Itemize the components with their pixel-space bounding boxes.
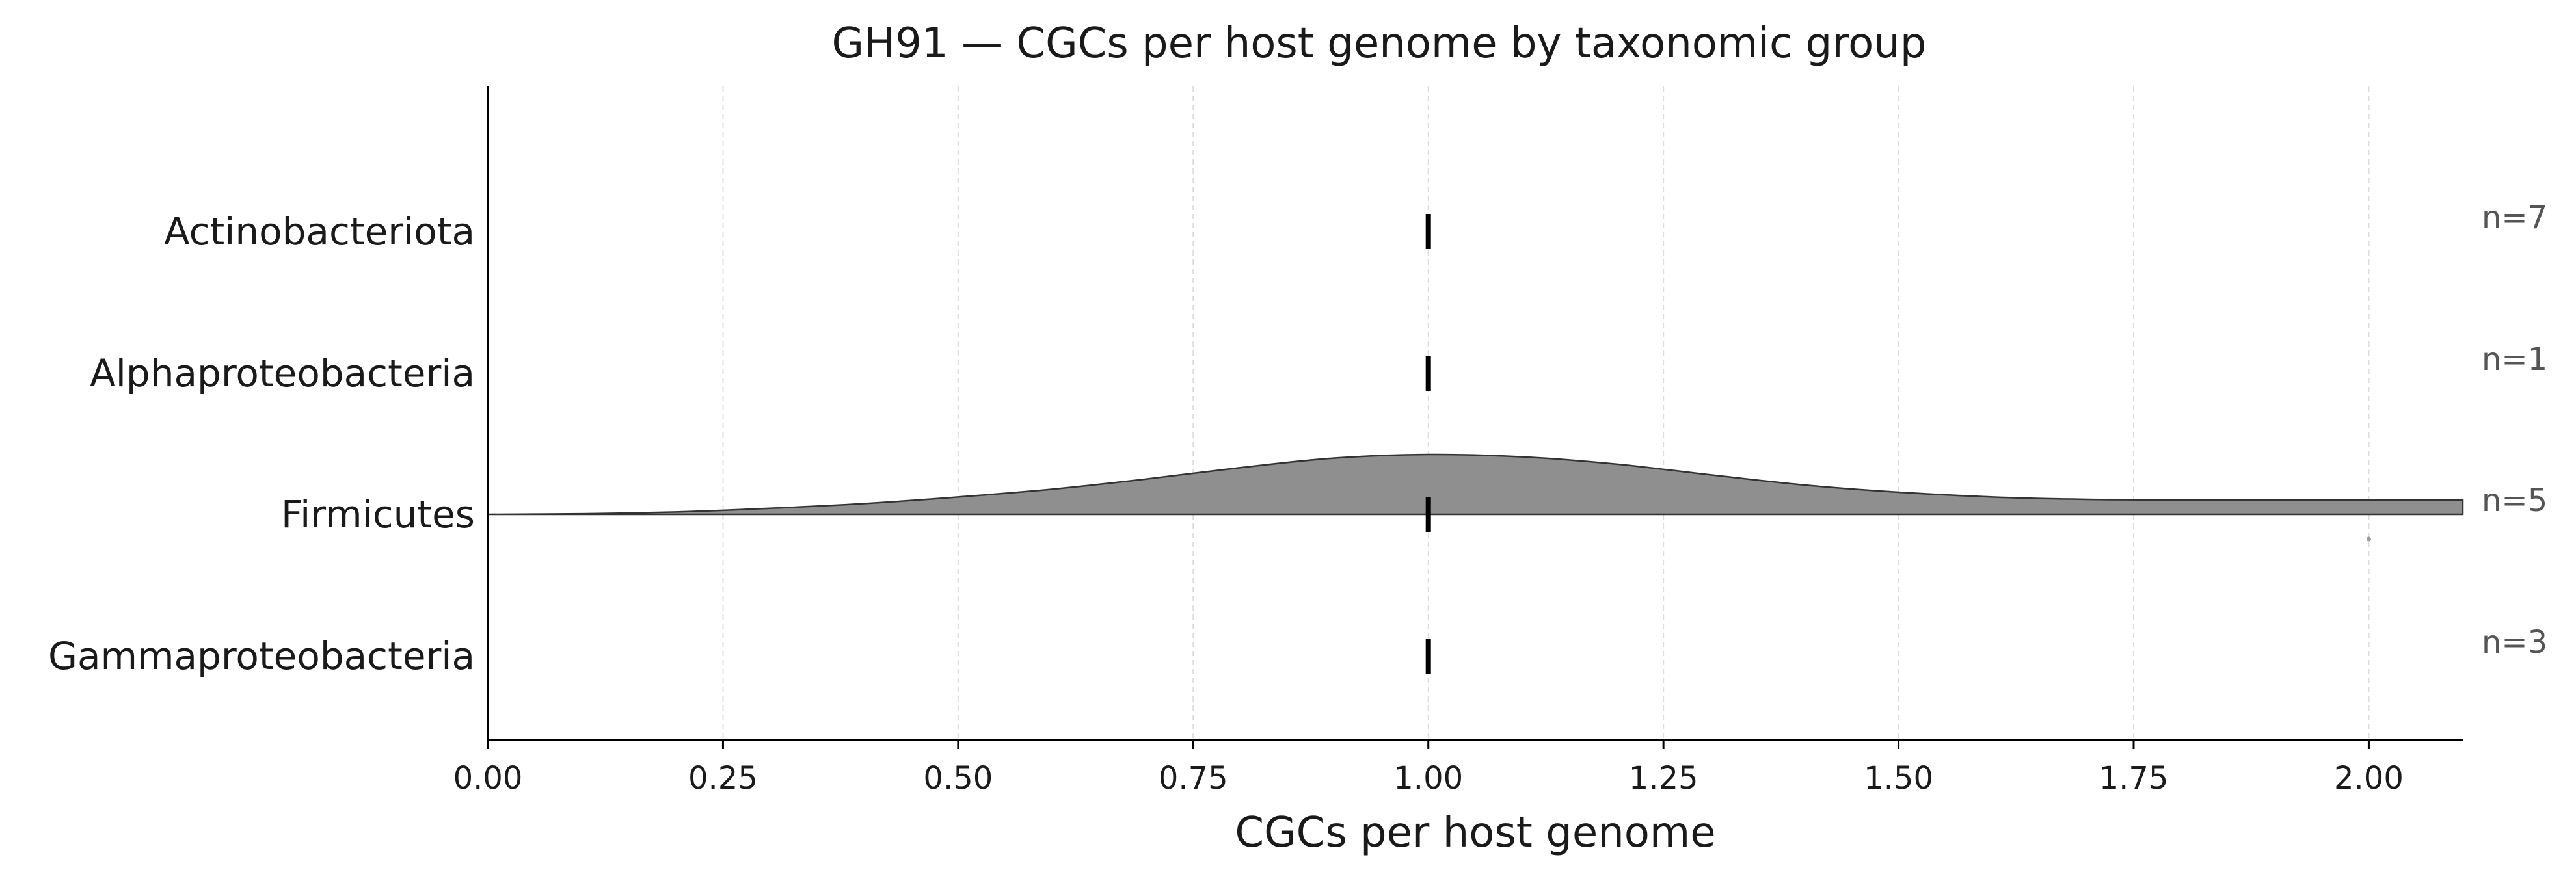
density-ridge-firmicutes <box>487 453 2464 516</box>
x-tick-label: 1.75 <box>2099 760 2169 797</box>
n-label: n=7 <box>2482 200 2547 236</box>
x-tick-label: 0.50 <box>923 760 993 797</box>
x-tick-label: 2.00 <box>2334 760 2404 797</box>
x-tick-label: 1.25 <box>1629 760 1698 797</box>
x-tick-label: 0.25 <box>688 760 758 797</box>
data-point <box>2366 536 2371 542</box>
n-label: n=1 <box>2482 341 2547 378</box>
category-label: Alphaproteobacteria <box>90 351 475 395</box>
x-tick-label: 0.75 <box>1159 760 1228 797</box>
x-axis-ticks: 0.00 0.25 0.50 0.75 1.00 1.25 1.50 1.75 2.00 <box>453 740 2404 797</box>
chart-title: GH91 — CGCs per host genome by taxonomic… <box>832 20 1927 68</box>
ridges <box>487 214 2464 674</box>
x-tick-label: 0.00 <box>453 760 523 797</box>
category-label: Actinobacteriota <box>164 209 475 254</box>
x-tick-label: 1.00 <box>1393 760 1463 797</box>
n-label: n=5 <box>2482 482 2547 519</box>
x-tick-label: 1.50 <box>1864 760 1933 797</box>
n-label: n=3 <box>2482 624 2547 661</box>
x-axis-label: CGCs per host genome <box>1235 809 1715 857</box>
n-labels: n=7 n=1 n=5 n=3 <box>2482 200 2547 661</box>
category-labels: Actinobacteriota Alphaproteobacteria Firmi… <box>48 209 475 678</box>
category-label: Gammaproteobacteria <box>48 634 475 678</box>
category-label: Firmicutes <box>281 492 475 536</box>
